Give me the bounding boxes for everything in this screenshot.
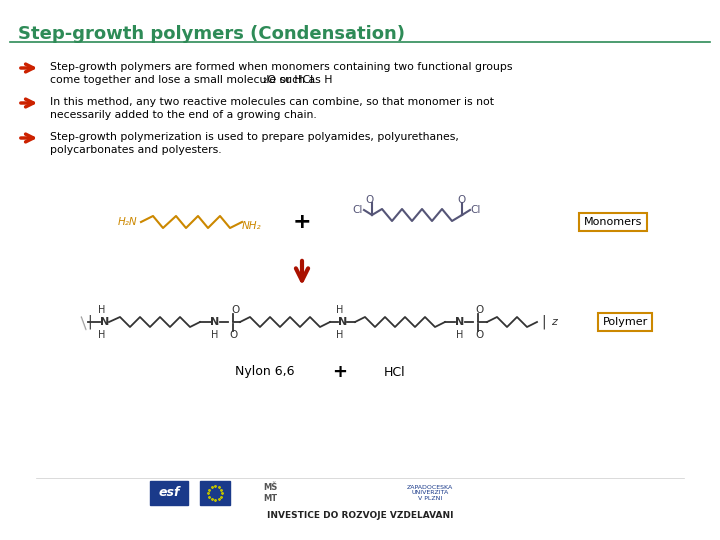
Text: ₂O or HCl.: ₂O or HCl. [263, 75, 317, 85]
Text: Step-growth polymers (Condensation): Step-growth polymers (Condensation) [18, 25, 405, 43]
Text: ZAPADOCESKA
UNIVERZITA
V PLZNI: ZAPADOCESKA UNIVERZITA V PLZNI [407, 485, 453, 501]
Text: come together and lose a small molecule such as H: come together and lose a small molecule … [50, 75, 333, 85]
Text: H: H [99, 330, 106, 340]
Text: Polymer: Polymer [603, 317, 647, 327]
Text: +: + [293, 212, 311, 232]
Text: In this method, any two reactive molecules can combine, so that monomer is not: In this method, any two reactive molecul… [50, 97, 494, 107]
Text: +: + [333, 363, 348, 381]
Text: N: N [100, 317, 109, 327]
Text: INVESTICE DO ROZVOJE VZDELAVANI: INVESTICE DO ROZVOJE VZDELAVANI [266, 510, 454, 519]
Text: Cl: Cl [470, 205, 480, 215]
Text: H: H [336, 330, 343, 340]
Text: O: O [366, 195, 374, 205]
FancyBboxPatch shape [199, 481, 230, 505]
Text: esf: esf [158, 487, 180, 500]
Text: |: | [78, 314, 88, 329]
Text: H: H [456, 330, 464, 340]
Text: N: N [455, 317, 464, 327]
Text: necessarily added to the end of a growing chain.: necessarily added to the end of a growin… [50, 110, 317, 120]
Text: z: z [551, 317, 557, 327]
Text: O: O [458, 195, 466, 205]
Text: NH₂: NH₂ [242, 221, 261, 231]
Text: Cl: Cl [352, 205, 362, 215]
Text: Monomers: Monomers [584, 217, 642, 227]
Text: O: O [231, 305, 239, 315]
FancyBboxPatch shape [150, 481, 189, 505]
Text: O: O [476, 305, 484, 315]
Text: |: | [541, 315, 546, 329]
Text: O: O [476, 330, 484, 340]
Text: O: O [229, 330, 237, 340]
Text: HCl: HCl [384, 366, 406, 379]
Text: H₂N: H₂N [118, 217, 138, 227]
Text: N: N [338, 317, 347, 327]
Text: polycarbonates and polyesters.: polycarbonates and polyesters. [50, 145, 222, 155]
Text: H: H [99, 305, 106, 315]
Text: MŠ
MT: MŠ MT [263, 483, 277, 503]
Text: N: N [210, 317, 220, 327]
Text: Step-growth polymerization is used to prepare polyamides, polyurethanes,: Step-growth polymerization is used to pr… [50, 132, 459, 142]
Text: |: | [88, 315, 92, 329]
Text: H: H [336, 305, 343, 315]
Text: Nylon 6,6: Nylon 6,6 [235, 366, 294, 379]
Text: H: H [211, 330, 219, 340]
Text: Step-growth polymers are formed when monomers containing two functional groups: Step-growth polymers are formed when mon… [50, 62, 513, 72]
